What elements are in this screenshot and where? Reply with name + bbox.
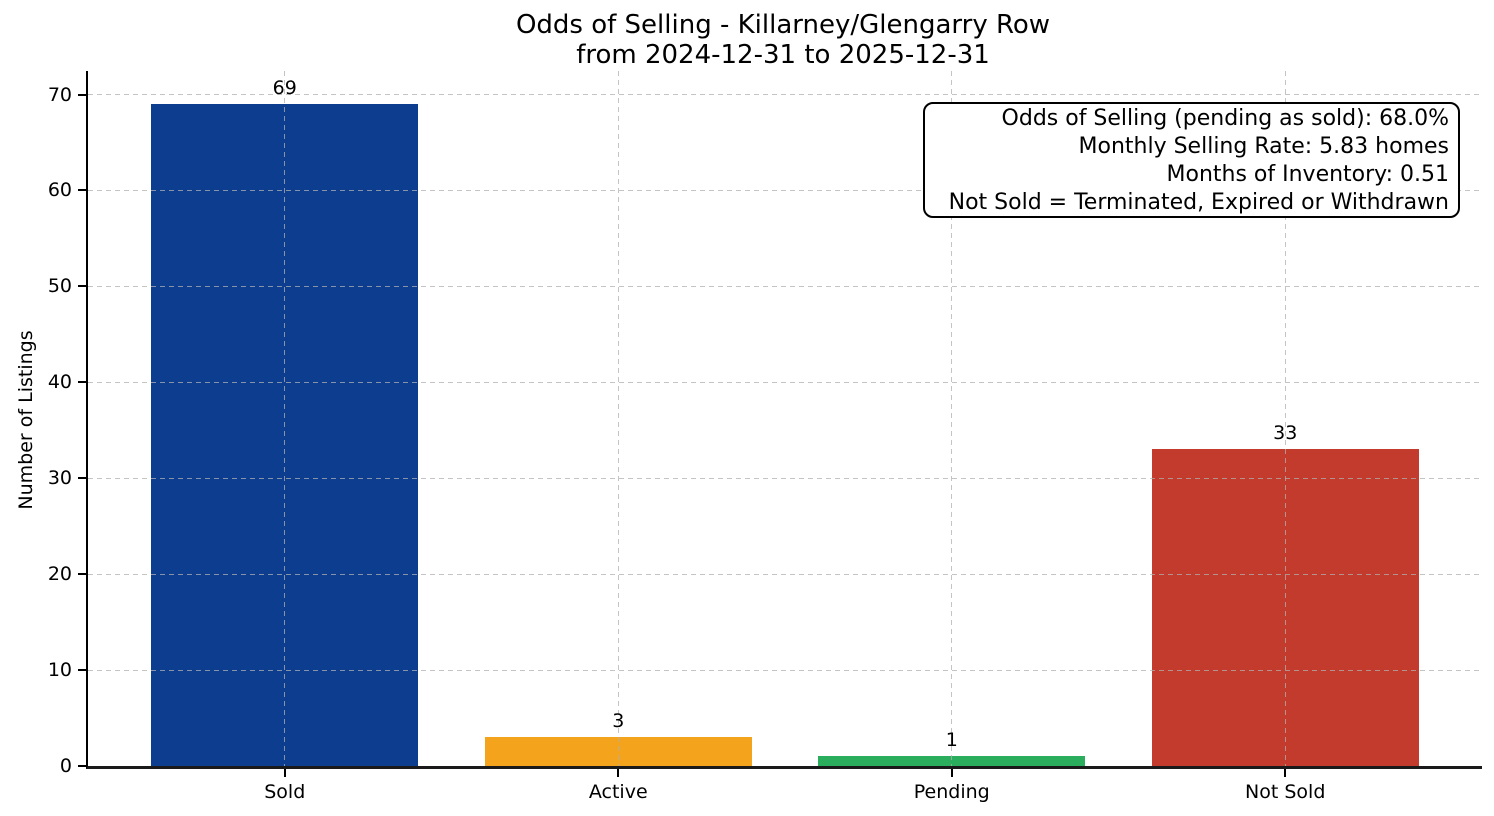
y-tick-30 (78, 477, 86, 480)
chart-subtitle: from 2024-12-31 to 2025-12-31 (576, 40, 990, 70)
y-tick-label-20: 20 (47, 563, 72, 586)
gridline-v-sold (284, 71, 286, 766)
stats-annotation-box: Odds of Selling (pending as sold): 68.0%… (923, 102, 1460, 218)
y-tick-label-30: 30 (47, 467, 72, 490)
y-tick-label-40: 40 (47, 371, 72, 394)
gridline-h-60 (88, 189, 1482, 191)
y-tick-label-60: 60 (47, 179, 72, 202)
y-tick-10 (78, 669, 86, 672)
x-tick-label-active: Active (588, 781, 648, 803)
bar-value-label-not-sold: 33 (1273, 422, 1298, 445)
y-tick-70 (78, 93, 86, 96)
gridline-h-40 (88, 381, 1482, 383)
x-tick-active (617, 769, 620, 777)
y-tick-20 (78, 573, 86, 576)
y-tick-label-0: 0 (59, 755, 72, 777)
chart-title: Odds of Selling - Killarney/Glengarry Ro… (515, 10, 1051, 40)
x-tick-label-not-sold: Not Sold (1245, 781, 1326, 803)
gridline-h-10 (88, 669, 1482, 671)
y-tick-label-10: 10 (47, 659, 72, 682)
x-tick-label-pending: Pending (913, 781, 990, 803)
x-tick-sold (283, 769, 286, 777)
y-tick-50 (78, 285, 86, 288)
gridline-v-active (617, 71, 619, 766)
x-tick-not-sold (1284, 769, 1287, 777)
gridline-v-pending (951, 71, 953, 766)
y-tick-40 (78, 381, 86, 384)
x-tick-pending (950, 769, 953, 777)
annotation-not-sold-definition: Not Sold = Terminated, Expired or Withdr… (948, 190, 1449, 215)
annotation-months-of-inventory: Months of Inventory: 0.51 (1166, 162, 1449, 187)
gridline-h-50 (88, 285, 1482, 287)
gridline-h-70 (88, 94, 1482, 95)
gridline-v-not-sold (1284, 71, 1286, 766)
gridline-h-20 (88, 573, 1482, 575)
gridline-h-30 (88, 477, 1482, 479)
annotation-monthly-selling-rate: Monthly Selling Rate: 5.83 homes (1078, 134, 1449, 159)
y-tick-60 (78, 189, 86, 192)
annotation-odds-of-selling: Odds of Selling (pending as sold): 68.0% (1001, 106, 1449, 131)
bar-value-label-active: 3 (612, 710, 625, 733)
bar-value-label-pending: 1 (945, 729, 958, 752)
y-tick-0 (78, 765, 86, 767)
x-tick-label-sold: Sold (264, 781, 306, 803)
y-tick-label-50: 50 (47, 275, 72, 298)
y-tick-label-70: 70 (47, 83, 72, 106)
chart-title-block: Odds of Selling - Killarney/Glengarry Ro… (86, 10, 1480, 70)
bar-value-label-sold: 69 (272, 77, 297, 100)
plot-area: 69 Sold 3 Active 1 Pending 33 Not Sold 0 10 20 30 40… (48, 71, 1482, 803)
